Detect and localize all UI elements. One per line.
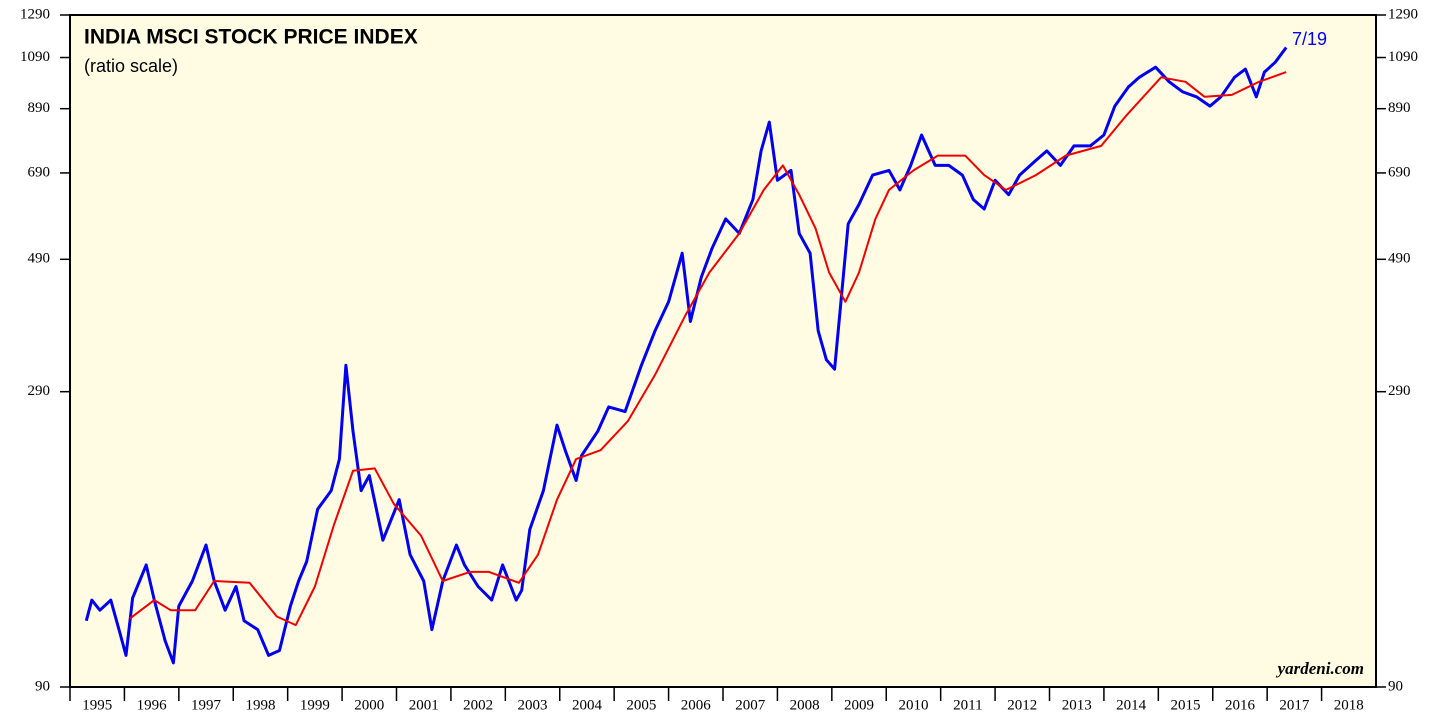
x-tick-label: 2012	[1007, 697, 1037, 713]
y-tick-label: 290	[28, 383, 51, 399]
chart-title: INDIA MSCI STOCK PRICE INDEX	[84, 26, 418, 49]
x-tick-label: 2003	[518, 697, 548, 713]
x-tick-label: 1996	[137, 697, 168, 713]
plot-area	[69, 14, 1377, 688]
y2-tick-label: 1090	[1388, 49, 1418, 65]
x-tick-label: 2002	[463, 697, 493, 713]
x-tick-label: 2011	[953, 697, 982, 713]
y-tick-label: 490	[28, 251, 51, 267]
y-tick-label: 90	[35, 678, 50, 694]
x-tick-label: 2018	[1334, 697, 1364, 713]
series-line	[84, 46, 1288, 665]
y-tick-label: 690	[28, 164, 51, 180]
chart-subtitle: (ratio scale)	[84, 56, 178, 76]
x-tick-label: 2008	[790, 697, 820, 713]
last-date-note: 7/19	[1292, 29, 1327, 49]
y-tick-label: 1090	[20, 49, 50, 65]
x-tick-label: 1999	[300, 697, 330, 713]
y2-tick-label: 690	[1388, 164, 1411, 180]
x-tick-label: 2004	[572, 697, 603, 713]
source-credit: yardeni.com	[1276, 659, 1364, 678]
x-tick-label: 2017	[1279, 697, 1310, 713]
x-tick-label: 2013	[1062, 697, 1092, 713]
y-tick-label: 1290	[20, 6, 50, 22]
x-tick-label: 1995	[82, 697, 112, 713]
x-tick-label: 2000	[354, 697, 384, 713]
x-tick-label: 2015	[1171, 697, 1201, 713]
x-tick-label: 2014	[1116, 697, 1147, 713]
x-tick-label: 2007	[735, 697, 766, 713]
y-tick-label: 890	[28, 100, 51, 116]
y2-tick-label: 490	[1388, 251, 1411, 267]
x-tick-label: 2005	[626, 697, 656, 713]
x-tick-label: 1998	[245, 697, 275, 713]
y2-tick-label: 90	[1388, 678, 1403, 694]
x-tick-label: 1997	[191, 697, 222, 713]
y2-tick-label: 1290	[1388, 6, 1418, 22]
x-tick-label: 2006	[681, 697, 712, 713]
x-tick-label: 2009	[844, 697, 874, 713]
y2-tick-label: 890	[1388, 100, 1411, 116]
x-tick-label: 2010	[898, 697, 928, 713]
x-tick-label: 2001	[409, 697, 439, 713]
series-line	[129, 71, 1287, 627]
y2-tick-label: 290	[1388, 383, 1411, 399]
x-tick-label: 2016	[1225, 697, 1256, 713]
